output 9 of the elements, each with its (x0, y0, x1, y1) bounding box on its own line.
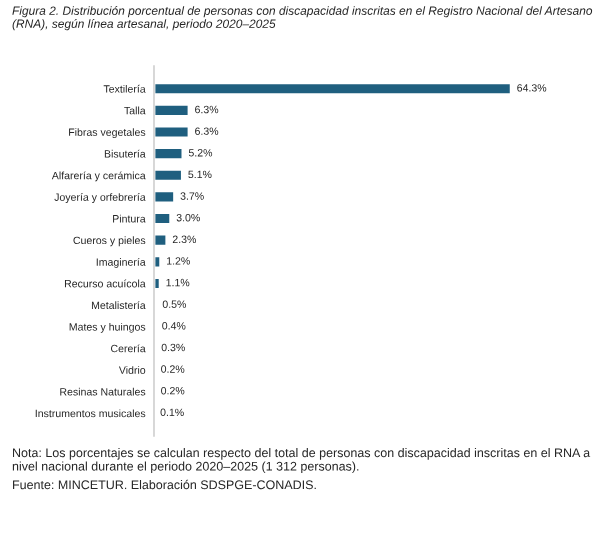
bar (154, 103, 191, 118)
bar (154, 211, 173, 226)
bar (154, 167, 184, 183)
bar (154, 81, 513, 97)
bar (154, 189, 176, 205)
bar (154, 146, 185, 161)
bar (154, 124, 191, 140)
bar (154, 232, 169, 248)
bar (154, 254, 163, 270)
